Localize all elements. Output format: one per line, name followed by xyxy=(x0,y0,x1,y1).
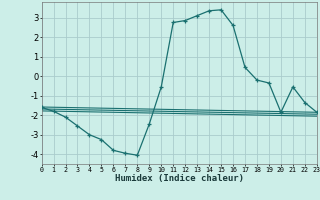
X-axis label: Humidex (Indice chaleur): Humidex (Indice chaleur) xyxy=(115,174,244,183)
